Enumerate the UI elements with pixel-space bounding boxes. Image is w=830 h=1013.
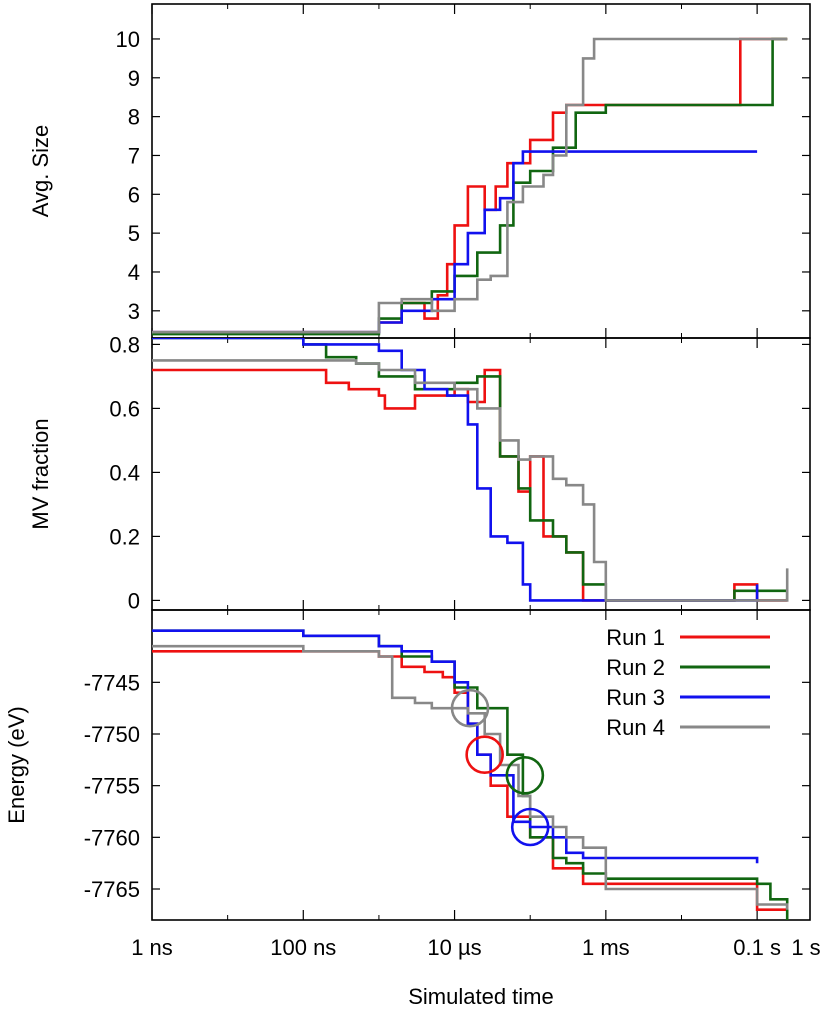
circle-marker-run-3: [510, 807, 550, 847]
energy-series: [152, 629, 789, 920]
legend: Run 1 Run 2 Run 3 Run 4: [606, 625, 770, 740]
avg-size-panel: 3 4 5 6 7 8 9 10 Avg. Size: [28, 3, 811, 339]
energy-plot-frame: [151, 609, 811, 921]
mv-fraction-series-run-2: [152, 338, 789, 602]
mv-fraction-series-run-4: [152, 359, 789, 602]
energy-panel: -7745 -7750 -7755 -7760 -7765 Energy (eV) Ru…: [4, 609, 811, 921]
mv-fraction-plot-frame: [151, 337, 811, 611]
mv-fraction-y-axis: 0 0.2 0.4 0.6 0.8: [109, 332, 810, 613]
energy-ev-series-run-2: [152, 629, 789, 920]
circle-marker-run-1: [465, 735, 504, 774]
x-tick-label: 1 ms: [582, 935, 630, 960]
avg-size-series-run-3: [152, 150, 758, 334]
legend-label-run-4: Run 4: [606, 715, 665, 740]
avg-size-y-tick-label: 7: [128, 143, 140, 168]
avg-size-y-tick-label: 9: [128, 66, 140, 91]
mv-fraction-y-tick-label: 0.8: [109, 332, 140, 357]
mv-fraction-y-tick-label: 0: [128, 588, 140, 613]
energy-x-ticks: [151, 610, 758, 920]
x-axis-label: Simulated time: [408, 984, 554, 1009]
x-tick-label: 100 ns: [270, 935, 336, 960]
avg-size-series-run-1: [152, 37, 788, 334]
mv-fraction-panel: 0 0.2 0.4 0.6 0.8 MV fraction: [28, 332, 811, 613]
x-axis-tick-labels: 1 ns 100 ns 10 µs 1 ms 0.1 s 1 s: [131, 935, 820, 960]
avg-size-y-tick-label: 4: [128, 260, 140, 285]
avg-size-y-tick-label: 8: [128, 105, 140, 130]
legend-label-run-3: Run 3: [606, 685, 665, 710]
avg-size-y-tick-label: 6: [128, 182, 140, 207]
circle-marker-run-2: [505, 756, 545, 795]
avg-size-y-axis: 3 4 5 6 7 8 9 10: [116, 27, 810, 324]
avg-size-y-tick-label: 5: [128, 221, 140, 246]
mv-fraction-y-tick-label: 0.6: [109, 396, 140, 421]
mv-fraction-series: [152, 338, 789, 602]
energy-circle-markers: [450, 688, 550, 847]
avg-size-y-tick-label: 3: [128, 299, 140, 324]
avg-size-y-tick-label: 10: [116, 27, 140, 52]
mv-fraction-y-tick-label: 0.2: [109, 524, 140, 549]
x-tick-label: 1 ns: [131, 935, 173, 960]
circle-marker-run-4: [450, 688, 490, 728]
mv-fraction-series-run-1: [152, 368, 788, 602]
mv-fraction-series-run-3: [152, 338, 759, 602]
energy-ev-series-run-4: [152, 644, 789, 910]
x-tick-label: 0.1 s: [733, 935, 781, 960]
energy-ev-y-tick-label: -7760: [84, 825, 140, 850]
energy-ev-y-tick-label: -7755: [84, 774, 140, 799]
mv-fraction-x-ticks: [151, 338, 758, 610]
avg-size-y-axis-label: Avg. Size: [28, 125, 53, 218]
energy-ev-y-tick-label: -7745: [84, 670, 140, 695]
energy-ev-series-run-3: [152, 629, 759, 864]
energy-ev-y-tick-label: -7765: [84, 877, 140, 902]
avg-size-plot-frame: [151, 3, 811, 339]
energy-ev-y-tick-label: -7750: [84, 722, 140, 747]
mv-fraction-y-axis-label: MV fraction: [28, 418, 53, 529]
avg-size-series-run-2: [152, 37, 788, 336]
avg-size-series: [152, 37, 788, 336]
x-tick-label: 10 µs: [427, 935, 481, 960]
legend-label-run-2: Run 2: [606, 655, 665, 680]
energy-y-axis-label: Energy (eV): [4, 706, 29, 823]
legend-label-run-1: Run 1: [606, 625, 665, 650]
x-tick-label: 1 s: [791, 935, 820, 960]
mv-fraction-y-tick-label: 0.4: [109, 460, 140, 485]
avg-size-series-run-4: [152, 37, 788, 334]
energy-y-axis: -7745 -7750 -7755 -7760 -7765: [84, 670, 810, 902]
